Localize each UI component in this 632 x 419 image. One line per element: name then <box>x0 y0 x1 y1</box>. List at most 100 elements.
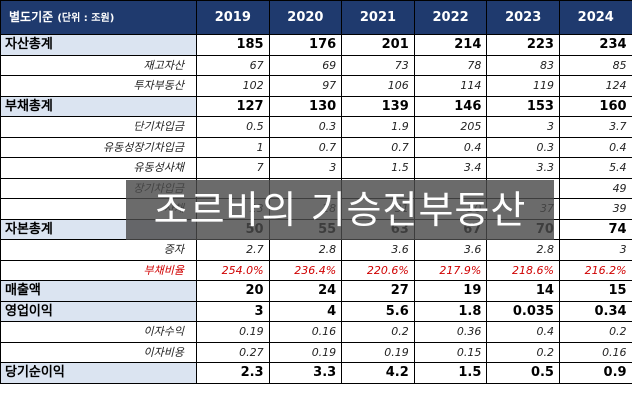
row-label: 증자 <box>0 239 197 261</box>
value-cell: 3 <box>268 157 343 179</box>
value-cell: 1 <box>196 136 270 158</box>
value-cell: 130 <box>268 95 343 117</box>
row-label: 유동성장기차입금 <box>0 136 197 158</box>
value-cell: 67 <box>196 54 270 76</box>
value-cell: 2.7 <box>196 239 270 261</box>
value-cell: 0.4 <box>486 321 560 343</box>
value-cell: 0.2 <box>341 321 415 343</box>
value-cell: 15 <box>558 280 632 302</box>
value-cell: 153 <box>486 95 560 117</box>
year-header: 2019 <box>196 0 270 35</box>
header-unit: (단위 : 조원) <box>57 12 115 24</box>
row-label: 영업이익 <box>0 300 197 322</box>
value-cell: 236.4% <box>268 259 343 281</box>
value-cell: 106 <box>341 75 415 97</box>
table-row: 재고자산 67 69 73 78 83 85 <box>0 54 632 76</box>
header-row: 별도기준 (단위 : 조원) 2019 2020 2021 2022 2023 … <box>0 0 632 35</box>
row-label: 재고자산 <box>0 54 197 76</box>
value-cell: 0.19 <box>341 341 415 363</box>
value-cell: 39 <box>558 198 632 220</box>
table-row: 이자수익 0.19 0.16 0.2 0.36 0.4 0.2 <box>0 321 632 343</box>
value-cell: 0.5 <box>196 116 270 138</box>
value-cell: 3.3 <box>268 362 343 384</box>
watermark-caption: 조르바의 기승전부동산 <box>126 180 554 240</box>
value-cell: 0.3 <box>268 116 343 138</box>
table-row: 매출액 20 24 27 19 14 15 <box>0 280 632 302</box>
value-cell: 5.6 <box>341 300 415 322</box>
value-cell: 185 <box>196 34 270 56</box>
value-cell: 0.2 <box>558 321 632 343</box>
value-cell: 20 <box>196 280 270 302</box>
value-cell: 73 <box>341 54 415 76</box>
value-cell: 0.16 <box>268 321 343 343</box>
value-cell: 0.3 <box>486 136 560 158</box>
value-cell: 176 <box>268 34 343 56</box>
row-label: 매출액 <box>0 280 197 302</box>
row-label: 단기차입금 <box>0 116 197 138</box>
value-cell: 124 <box>558 75 632 97</box>
header-label: 별도기준 <box>9 9 54 24</box>
value-cell: 1.5 <box>413 362 488 384</box>
row-label: 이자비용 <box>0 341 197 363</box>
value-cell: 216.2% <box>558 259 632 281</box>
value-cell: 4.2 <box>341 362 415 384</box>
row-label: 부채비율 <box>0 259 197 281</box>
value-cell: 201 <box>341 34 415 56</box>
value-cell: 3.6 <box>341 239 415 261</box>
value-cell: 19 <box>413 280 488 302</box>
value-cell: 0.15 <box>413 341 488 363</box>
value-cell: 5.4 <box>558 157 632 179</box>
value-cell: 0.19 <box>196 321 270 343</box>
value-cell: 27 <box>341 280 415 302</box>
value-cell: 97 <box>268 75 343 97</box>
table-row: 자산총계 185 176 201 214 223 234 <box>0 34 632 56</box>
value-cell: 14 <box>486 280 560 302</box>
value-cell: 114 <box>413 75 488 97</box>
row-label: 유동성사채 <box>0 157 197 179</box>
value-cell: 85 <box>558 54 632 76</box>
value-cell: 0.34 <box>558 300 632 322</box>
table-row: 당기순이익 2.3 3.3 4.2 1.5 0.5 0.9 <box>0 362 632 384</box>
table-row: 단기차입금 0.5 0.3 1.9 205 3 3.7 <box>0 116 632 138</box>
row-label: 투자부동산 <box>0 75 197 97</box>
value-cell: 3.6 <box>413 239 488 261</box>
value-cell: 220.6% <box>341 259 415 281</box>
value-cell: 0.7 <box>268 136 343 158</box>
value-cell: 234 <box>558 34 632 56</box>
value-cell: 3.4 <box>413 157 488 179</box>
table-row: 유동성장기차입금 1 0.7 0.7 0.4 0.3 0.4 <box>0 136 632 158</box>
value-cell: 78 <box>413 54 488 76</box>
value-cell: 119 <box>486 75 560 97</box>
table-body: 자산총계 185 176 201 214 223 234 재고자산 67 69 73 78 83 85 투자… <box>0 34 632 384</box>
value-cell: 223 <box>486 34 560 56</box>
table-row: 부채비율 254.0% 236.4% 220.6% 217.9% 218.6% 216.2% <box>0 259 632 281</box>
value-cell: 0.4 <box>413 136 488 158</box>
year-header: 2020 <box>268 0 343 35</box>
value-cell: 139 <box>341 95 415 117</box>
value-cell: 4 <box>268 300 343 322</box>
financial-table: 별도기준 (단위 : 조원) 2019 2020 2021 2022 2023 … <box>0 0 632 384</box>
value-cell: 3 <box>486 116 560 138</box>
value-cell: 1.5 <box>341 157 415 179</box>
value-cell: 3.3 <box>486 157 560 179</box>
value-cell: 0.7 <box>341 136 415 158</box>
value-cell: 0.36 <box>413 321 488 343</box>
table-row: 유동성사채 7 3 1.5 3.4 3.3 5.4 <box>0 157 632 179</box>
value-cell: 217.9% <box>413 259 488 281</box>
value-cell: 218.6% <box>486 259 560 281</box>
row-label: 이자수익 <box>0 321 197 343</box>
value-cell: 49 <box>558 177 632 199</box>
value-cell: 2.3 <box>196 362 270 384</box>
value-cell: 254.0% <box>196 259 270 281</box>
value-cell: 0.16 <box>558 341 632 363</box>
table-row: 부채총계 127 130 139 146 153 160 <box>0 95 632 117</box>
row-label: 당기순이익 <box>0 362 197 384</box>
value-cell: 160 <box>558 95 632 117</box>
table-row: 투자부동산 102 97 106 114 119 124 <box>0 75 632 97</box>
value-cell: 0.9 <box>558 362 632 384</box>
row-label: 부채총계 <box>0 95 197 117</box>
table-row: 증자 2.7 2.8 3.6 3.6 2.8 3 <box>0 239 632 261</box>
value-cell: 2.8 <box>268 239 343 261</box>
value-cell: 24 <box>268 280 343 302</box>
value-cell: 0.4 <box>558 136 632 158</box>
